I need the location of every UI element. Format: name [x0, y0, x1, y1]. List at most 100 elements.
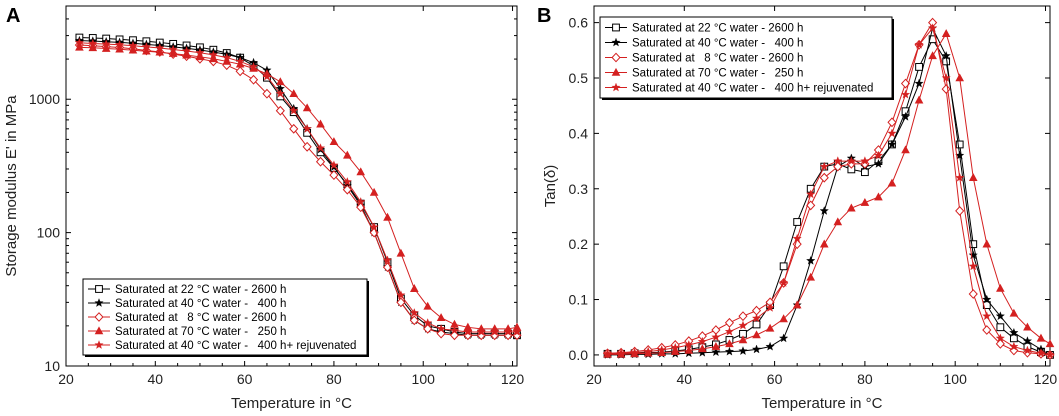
data-point	[88, 38, 98, 48]
data-point	[101, 43, 111, 52]
legend-label: Saturated at 40 °C water - 400 h	[632, 38, 803, 50]
data-point	[315, 143, 326, 153]
data-point	[155, 47, 165, 56]
data-point	[449, 325, 460, 335]
data-point	[382, 255, 393, 265]
data-point	[887, 139, 897, 149]
data-point	[423, 318, 433, 327]
series-4	[603, 29, 1055, 358]
data-point	[101, 39, 111, 49]
legend-label: Saturated at 8 °C water - 2600 h	[115, 312, 286, 324]
data-point	[860, 158, 870, 169]
data-point	[982, 294, 992, 304]
data-point	[490, 327, 500, 336]
data-point	[503, 327, 513, 336]
x-tick-label: 120	[501, 371, 525, 387]
data-point	[1009, 327, 1019, 337]
data-point	[833, 156, 843, 165]
data-point	[630, 347, 640, 357]
x-tick-label: 40	[677, 371, 693, 387]
data-point	[168, 44, 178, 54]
data-point	[383, 212, 392, 221]
y-tick-label: 0.6	[569, 15, 589, 31]
data-point	[792, 300, 802, 309]
data-point	[914, 39, 924, 49]
data-point	[914, 95, 924, 104]
data-point	[955, 205, 965, 216]
data-point	[1009, 334, 1018, 343]
data-point	[738, 311, 748, 322]
data-point	[75, 42, 84, 51]
legend-box	[599, 16, 893, 99]
series-line	[607, 32, 1051, 355]
legend-label: Saturated at 22 °C water - 2600 h	[115, 284, 286, 296]
data-point	[725, 339, 734, 348]
data-point	[792, 233, 802, 243]
data-point	[819, 206, 829, 215]
data-point	[887, 117, 897, 128]
series-line	[607, 38, 1051, 356]
data-point	[751, 344, 762, 354]
data-point	[860, 197, 870, 206]
legend-item: Saturated at 22 °C water - 2600 h	[605, 23, 803, 35]
data-point	[329, 170, 339, 181]
data-point	[602, 348, 613, 358]
data-point	[887, 128, 897, 138]
y-axis-label: Tan(δ)	[542, 165, 559, 208]
series-line	[79, 40, 517, 336]
data-point	[222, 56, 232, 65]
y-tick-label: 0.4	[569, 125, 589, 141]
data-point	[436, 323, 446, 333]
legend-item: Saturated at 40 °C water - 400 h+ rejuve…	[605, 83, 873, 95]
data-point	[128, 45, 138, 54]
data-point	[901, 145, 910, 154]
data-point	[752, 330, 761, 339]
data-point	[316, 119, 325, 128]
data-point	[968, 261, 978, 271]
data-point	[819, 161, 829, 171]
data-point	[302, 123, 312, 133]
data-point	[436, 313, 446, 322]
data-point	[874, 192, 883, 201]
data-point	[968, 289, 978, 299]
data-point	[711, 347, 721, 357]
data-point	[423, 323, 433, 334]
data-point	[463, 327, 473, 336]
x-tick-label: 80	[326, 371, 342, 387]
data-point	[409, 315, 419, 326]
legend-item: Saturated at 70 °C water - 250 h	[605, 68, 803, 80]
data-point	[74, 37, 84, 47]
data-point	[88, 43, 98, 52]
data-point	[670, 342, 680, 352]
legend-item: Saturated at 8 °C water - 2600 h	[88, 312, 286, 324]
legend-marker	[611, 52, 621, 63]
data-point	[289, 89, 299, 98]
data-point	[512, 327, 522, 336]
data-point	[1036, 348, 1046, 358]
data-point	[846, 158, 856, 169]
data-point	[806, 255, 816, 265]
data-point	[369, 187, 379, 196]
panel-label: A	[6, 5, 20, 27]
data-point	[819, 239, 829, 248]
data-point	[1045, 339, 1055, 348]
data-point	[195, 52, 205, 61]
data-point	[275, 105, 285, 116]
data-point	[1036, 333, 1046, 342]
x-tick-label: 80	[857, 371, 873, 387]
data-point	[751, 313, 762, 323]
data-point	[182, 50, 191, 59]
data-point	[846, 156, 856, 165]
data-point	[724, 346, 735, 356]
series-line	[79, 46, 518, 330]
legend-marker	[611, 67, 621, 76]
series-line	[607, 26, 1051, 356]
chart-panel-b: B 20 40 60 80 100 120 0.0 0.1 0.2 0.3 0.4 0.5 0.6 Temp…	[537, 5, 1057, 412]
data-point	[616, 348, 626, 358]
legend-marker	[95, 285, 103, 293]
data-point	[969, 240, 978, 249]
data-point	[657, 345, 667, 354]
data-point	[276, 77, 285, 86]
data-point	[793, 218, 802, 226]
data-point	[396, 290, 406, 300]
